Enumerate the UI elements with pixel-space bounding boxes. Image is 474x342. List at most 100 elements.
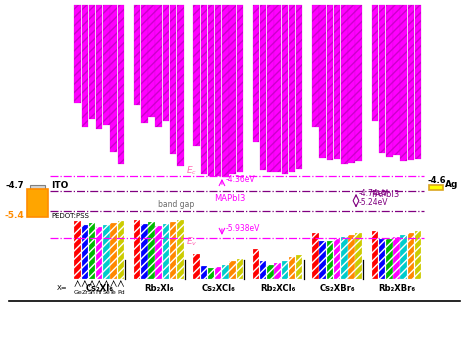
Text: E$_c$: E$_c$ — [186, 165, 197, 177]
Bar — [296, 5, 302, 169]
Bar — [103, 225, 109, 279]
Bar — [312, 233, 319, 279]
Bar — [348, 235, 355, 279]
Bar — [96, 5, 102, 129]
Bar — [386, 239, 392, 279]
Bar — [222, 5, 228, 177]
Bar — [312, 5, 319, 127]
Bar — [334, 5, 340, 159]
Bar — [110, 5, 117, 152]
Bar — [141, 224, 147, 279]
Bar — [386, 5, 392, 157]
Bar — [372, 231, 378, 279]
Bar — [177, 220, 183, 279]
Bar — [415, 231, 421, 279]
Bar — [74, 5, 81, 103]
Bar — [208, 5, 214, 176]
Bar — [267, 265, 273, 279]
Bar — [408, 233, 414, 279]
Bar — [319, 5, 326, 158]
Bar — [30, 185, 45, 190]
Bar — [379, 5, 385, 153]
Text: Ag: Ag — [446, 180, 459, 189]
Bar — [110, 223, 117, 279]
Bar — [82, 5, 88, 127]
Text: Se: Se — [102, 290, 110, 295]
Bar — [229, 261, 236, 279]
Text: Cs₂XCl₆: Cs₂XCl₆ — [201, 284, 235, 293]
Bar — [134, 220, 140, 279]
Bar — [289, 5, 295, 172]
Bar — [372, 5, 378, 121]
Bar — [237, 259, 243, 279]
Text: Zr: Zr — [82, 290, 88, 295]
Bar — [170, 5, 176, 154]
Text: Rb₂XCl₆: Rb₂XCl₆ — [260, 284, 295, 293]
Text: E$_v$: E$_v$ — [186, 236, 198, 248]
Text: MAPbI3: MAPbI3 — [214, 194, 245, 203]
Bar — [118, 222, 124, 279]
Bar — [141, 5, 147, 123]
Bar — [341, 237, 347, 279]
Bar — [356, 233, 362, 279]
Bar — [401, 5, 407, 161]
Bar — [89, 223, 95, 279]
Bar — [319, 241, 326, 279]
Bar — [348, 5, 355, 163]
Bar — [289, 257, 295, 279]
Text: Sn: Sn — [88, 290, 96, 295]
Bar — [274, 263, 281, 279]
Bar — [27, 189, 48, 217]
Bar — [327, 241, 333, 279]
Bar — [201, 266, 207, 279]
Text: Pd: Pd — [117, 290, 125, 295]
Bar — [118, 5, 124, 164]
Bar — [208, 268, 214, 279]
Text: FAPbI3: FAPbI3 — [371, 190, 400, 199]
Bar — [341, 5, 347, 164]
Text: -4.6: -4.6 — [427, 176, 446, 185]
Bar — [379, 239, 385, 279]
Bar — [229, 5, 236, 174]
Text: band gap: band gap — [158, 200, 195, 209]
Bar — [134, 5, 140, 105]
Bar — [296, 255, 302, 279]
Bar — [429, 185, 443, 190]
Bar — [327, 5, 333, 160]
Bar — [148, 222, 155, 279]
Text: Cs₂XI₆: Cs₂XI₆ — [85, 284, 113, 293]
Text: -5.24eV: -5.24eV — [358, 198, 388, 208]
Text: Rb₂XBr₆: Rb₂XBr₆ — [378, 284, 415, 293]
Text: Hf: Hf — [96, 290, 103, 295]
Bar — [401, 235, 407, 279]
Text: X=: X= — [57, 285, 68, 291]
Bar — [222, 265, 228, 279]
Text: Rb₂XI₆: Rb₂XI₆ — [144, 284, 173, 293]
Text: -4.7: -4.7 — [5, 181, 24, 190]
Bar — [103, 5, 109, 125]
Bar — [177, 5, 183, 166]
Bar — [282, 5, 288, 174]
Text: PEDOT:PSS: PEDOT:PSS — [51, 213, 89, 219]
Bar — [282, 261, 288, 279]
Text: -5.938eV: -5.938eV — [226, 224, 260, 233]
Bar — [415, 5, 421, 159]
Text: Te: Te — [110, 290, 117, 295]
Bar — [393, 237, 400, 279]
Bar — [274, 5, 281, 172]
Bar — [356, 5, 362, 161]
Bar — [148, 5, 155, 117]
Bar — [96, 227, 102, 279]
Text: -4.36eV: -4.36eV — [226, 175, 255, 184]
Bar — [408, 5, 414, 160]
Bar — [170, 222, 176, 279]
Text: Cs₂XBr₆: Cs₂XBr₆ — [319, 284, 355, 293]
Bar — [163, 224, 169, 279]
Bar — [393, 5, 400, 155]
Bar — [237, 5, 243, 172]
Bar — [253, 5, 259, 142]
Bar — [201, 5, 207, 174]
Text: -5.4: -5.4 — [4, 211, 24, 220]
Bar — [260, 261, 266, 279]
Bar — [74, 222, 81, 279]
